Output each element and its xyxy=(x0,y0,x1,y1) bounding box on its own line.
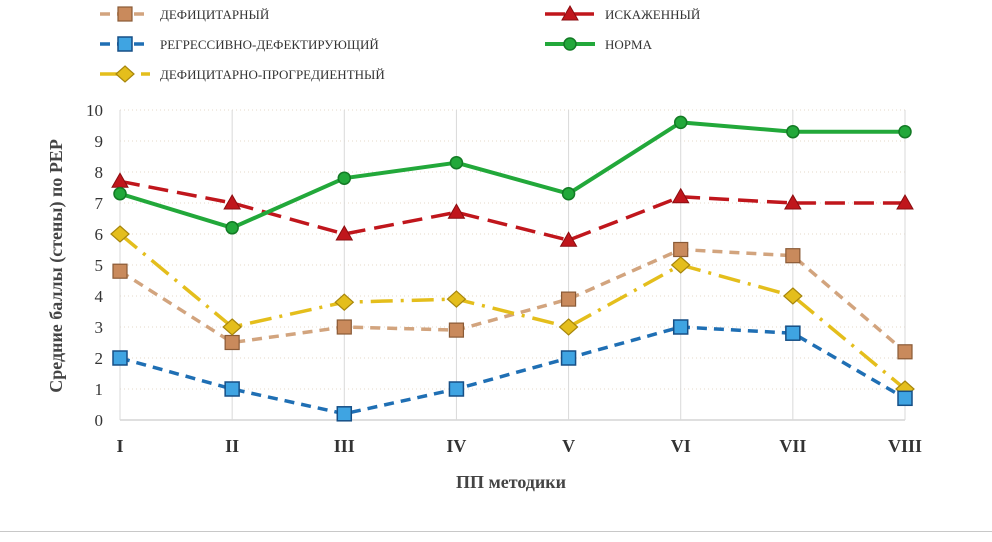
legend-label: ИСКАЖЕННЫЙ xyxy=(605,7,700,22)
data-point xyxy=(785,325,801,341)
data-point xyxy=(112,263,128,279)
y-tick-label: 10 xyxy=(86,101,103,120)
legend-marker xyxy=(117,6,133,22)
data-point xyxy=(559,231,578,247)
legend-item: ДЕФИЦИТАРНО-ПРОГРЕДИЕНТНЫЙ xyxy=(100,65,385,83)
y-tick-label: 5 xyxy=(95,256,104,275)
y-tick-label: 8 xyxy=(95,163,104,182)
y-axis-title: Средние баллы (стены) по РЕР xyxy=(46,139,67,393)
data-point xyxy=(336,319,352,335)
data-point xyxy=(897,390,913,407)
series-line xyxy=(118,232,907,391)
data-point xyxy=(113,186,127,201)
y-tick-label: 4 xyxy=(95,287,104,306)
legend-label: РЕГРЕССИВНО-ДЕФЕКТИРУЮЩИЙ xyxy=(160,37,379,52)
x-tick-label: II xyxy=(225,436,239,456)
legend-label: ДЕФИЦИТАРНО-ПРОГРЕДИЕНТНЫЙ xyxy=(160,67,385,82)
legend: ДЕФИЦИТАРНЫЙ ИСКАЖЕННЫЙ РЕГРЕССИВНО-ДЕФЕКТ… xyxy=(100,4,700,83)
data-point xyxy=(222,318,243,336)
x-axis-ticks: I II III IV V VI VII VIII xyxy=(116,436,922,456)
y-tick-label: 6 xyxy=(95,225,104,244)
data-point xyxy=(785,248,801,264)
data-point xyxy=(110,225,130,243)
y-axis-ticks: 0 1 2 3 4 5 6 7 8 9 10 xyxy=(86,101,104,430)
x-tick-label: I xyxy=(116,436,123,456)
y-tick-label: 9 xyxy=(95,132,104,151)
data-point xyxy=(449,155,464,170)
data-point xyxy=(336,406,353,422)
data-point xyxy=(898,124,912,139)
data-point xyxy=(334,293,355,312)
x-tick-label: V xyxy=(562,436,575,456)
data-point xyxy=(672,319,689,335)
data-point xyxy=(783,193,802,210)
chart-grid xyxy=(119,109,906,421)
data-point xyxy=(561,186,576,201)
data-point xyxy=(337,171,352,185)
legend-item: РЕГРЕССИВНО-ДЕФЕКТИРУЮЩИЙ xyxy=(100,36,379,52)
y-tick-label: 7 xyxy=(95,194,104,213)
data-point xyxy=(782,287,803,305)
data-point xyxy=(446,290,467,308)
y-tick-label: 1 xyxy=(95,380,104,399)
series-1 xyxy=(111,172,914,247)
y-tick-label: 3 xyxy=(95,318,104,337)
data-point xyxy=(224,381,240,397)
series-3 xyxy=(113,115,912,235)
series-4 xyxy=(110,225,915,398)
data-point xyxy=(447,203,466,219)
legend-label: НОРМА xyxy=(605,37,653,52)
y-tick-label: 0 xyxy=(95,411,104,430)
data-point xyxy=(223,193,242,210)
data-point xyxy=(897,344,913,360)
series-line xyxy=(119,120,905,230)
legend-item: НОРМА xyxy=(545,37,653,52)
data-point xyxy=(558,318,579,336)
legend-item: ИСКАЖЕННЫЙ xyxy=(545,4,700,22)
data-point xyxy=(673,115,688,130)
data-point xyxy=(112,350,128,366)
series-2 xyxy=(112,319,913,422)
data-point xyxy=(225,221,239,235)
data-point xyxy=(560,291,577,307)
legend-item: ДЕФИЦИТАРНЫЙ xyxy=(100,6,269,22)
data-point xyxy=(786,124,800,139)
series-line xyxy=(119,179,905,242)
y-tick-label: 2 xyxy=(95,349,104,368)
x-tick-label: VIII xyxy=(888,436,922,456)
data-point xyxy=(448,322,465,338)
legend-marker xyxy=(561,4,579,21)
x-tick-label: VI xyxy=(671,436,691,456)
chart-series xyxy=(110,115,915,422)
data-point xyxy=(670,256,691,274)
legend-label: ДЕФИЦИТАРНЫЙ xyxy=(160,7,269,22)
x-tick-label: VII xyxy=(779,436,806,456)
legend-marker xyxy=(115,65,135,83)
data-point xyxy=(673,241,689,258)
x-tick-label: IV xyxy=(446,436,466,456)
x-axis-title: ПП методики xyxy=(456,472,566,492)
data-point xyxy=(671,187,690,204)
data-point xyxy=(560,350,577,366)
data-point xyxy=(224,334,240,351)
bottom-divider xyxy=(0,531,992,532)
data-point xyxy=(896,193,914,210)
series-line xyxy=(119,325,906,416)
data-point xyxy=(448,381,465,397)
legend-marker xyxy=(117,36,133,52)
data-point xyxy=(111,172,129,188)
data-point xyxy=(335,224,354,241)
x-tick-label: III xyxy=(334,436,355,456)
legend-marker xyxy=(563,37,577,51)
